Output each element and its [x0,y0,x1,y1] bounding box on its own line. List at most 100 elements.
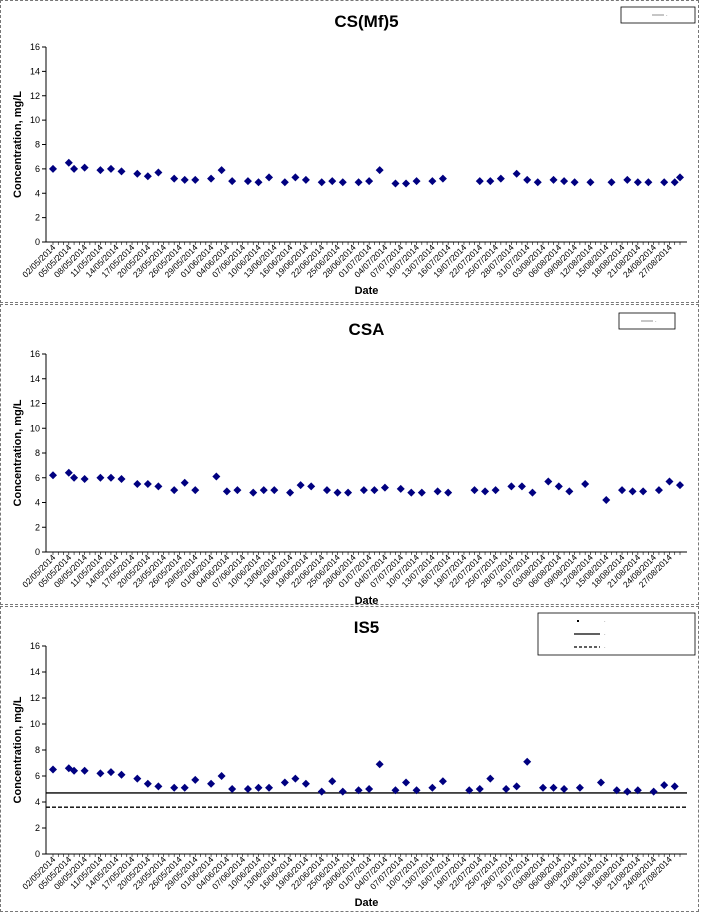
data-point-diamond [338,787,347,796]
y-tick-label: 4 [35,498,40,508]
data-point-diamond [407,488,416,497]
y-tick-label: 2 [35,522,40,532]
legend-box [537,612,696,656]
x-axis-label: Date [355,897,379,909]
data-point-diamond [402,778,411,787]
data-point-diamond [370,486,379,495]
data-point-diamond [523,757,532,766]
x-axis-label: Date [355,595,379,607]
data-point-diamond [49,471,57,480]
data-point-diamond [259,486,268,495]
data-point-diamond [64,158,73,167]
data-point-diamond [180,478,189,487]
data-point-diamond [106,473,115,482]
legend-text: - [604,632,606,637]
data-point-diamond [660,178,669,187]
data-point-diamond [560,785,569,793]
data-point-diamond [639,487,648,496]
data-point-diamond [486,177,495,186]
data-point-diamond [549,175,558,184]
data-point-diamond [328,777,337,786]
chart-svg: IS5024681012141602/05/201405/05/201408/0… [12,612,696,909]
data-point-diamond [344,488,353,497]
data-point-diamond [444,488,453,497]
data-point-diamond [180,783,189,792]
data-point-diamond [70,164,79,173]
data-point-diamond [117,474,126,483]
y-tick-label: 2 [35,213,40,223]
data-point-diamond [265,783,274,792]
data-point-diamond [412,786,421,795]
data-point-diamond [143,779,152,788]
data-point-diamond [391,179,400,188]
data-point-diamond [296,481,305,490]
y-tick-label: 0 [35,237,40,247]
data-point-diamond [191,175,200,184]
data-point-diamond [133,774,142,783]
data-point-diamond [665,477,674,486]
data-point-diamond [375,166,384,175]
data-point-diamond [428,177,437,186]
chart-svg: CS(Mf)5024681012141602/05/201405/05/2014… [12,6,696,297]
data-point-diamond [618,486,627,495]
data-point-diamond [207,174,216,183]
data-point-diamond [317,178,326,187]
data-point-diamond [217,772,226,780]
data-point-diamond [586,178,595,187]
data-point-diamond [539,783,548,792]
data-point-diamond [633,786,642,795]
data-point-diamond [438,777,447,786]
data-point-diamond [191,486,200,495]
y-tick-label: 4 [35,188,40,198]
y-tick-label: 16 [30,42,40,52]
data-point-diamond [507,482,516,491]
data-point-diamond [291,173,300,182]
y-tick-label: 0 [35,547,40,557]
data-point-diamond [433,487,442,496]
data-point-diamond [106,164,115,173]
chart-panel-csa: CSA 0 2 4 6 8 10 12 14 16 02/05/2014 05/05/2014 08/0… [0,304,699,607]
data-point-diamond [212,472,221,481]
data-point-diamond [365,785,374,793]
legend-text: - [604,619,606,624]
data-point-diamond [496,174,505,183]
data-point-diamond [470,486,479,495]
data-point-diamond [133,479,142,488]
data-point-diamond [628,487,637,496]
y-tick-label: 14 [30,66,40,76]
data-point-diamond [191,775,200,784]
data-point-diamond [365,177,374,186]
data-point-diamond [676,481,684,490]
data-point-diamond [233,486,242,495]
data-point-diamond [623,787,632,796]
data-point-diamond [465,786,474,795]
data-point-diamond [549,783,558,792]
y-axis-label: Concentration, mg/L [12,91,24,198]
data-point-diamond [402,179,411,188]
data-point-diamond [649,787,658,796]
data-point-diamond [607,178,616,187]
data-point-diamond [143,172,152,181]
data-point-diamond [328,177,337,186]
data-point-diamond [560,177,569,186]
data-point-diamond [133,169,142,178]
data-point-diamond [491,486,500,495]
data-point-diamond [291,774,300,783]
y-tick-label: 12 [30,693,40,703]
data-point-diamond [502,785,511,793]
data-point-diamond [575,783,584,792]
data-point-diamond [249,488,258,497]
data-point-diamond [70,766,79,775]
legend-text: - [604,645,606,650]
data-point-diamond [64,468,73,477]
data-point-diamond [80,163,89,172]
data-point-diamond [623,175,632,184]
data-point-diamond [243,785,252,793]
data-point-diamond [612,786,621,795]
data-point-diamond [481,487,490,496]
data-point-diamond [359,486,368,495]
data-point-diamond [544,477,553,486]
y-tick-label: 8 [35,448,40,458]
data-point-diamond [80,474,89,483]
y-tick-label: 16 [30,641,40,651]
